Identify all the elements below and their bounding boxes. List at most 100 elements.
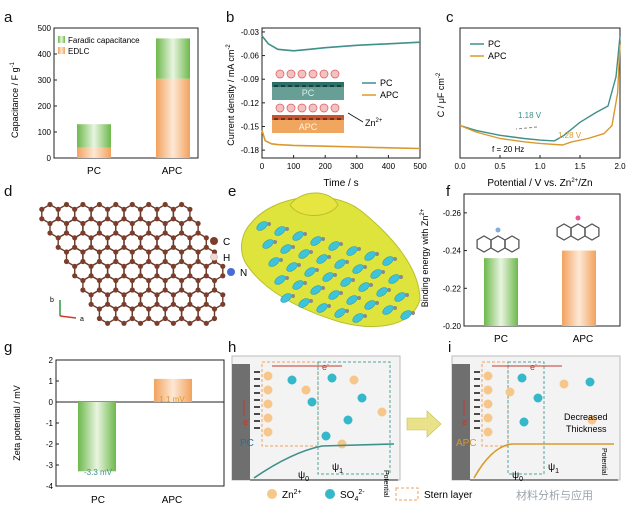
density-cyan (316, 303, 328, 313)
molecule-ring (476, 235, 492, 253)
panel-c-anno-pc: 1.18 V (518, 111, 542, 120)
panel-f-ytick-label: -0.26 (443, 209, 462, 218)
panel-h-label: h (228, 339, 236, 356)
panel-f-ticks: -0.26 -0.24 -0.22 -0.20 (443, 209, 467, 331)
density-atom (351, 278, 355, 282)
carbon-atom (179, 230, 185, 236)
panel-a-ytick-label: 100 (38, 128, 52, 137)
lattice-ring (98, 303, 117, 325)
lattice-ring (131, 303, 150, 325)
carbon-atom (187, 320, 193, 326)
diffuse-layer (317, 361, 391, 475)
carbon-atom (187, 244, 193, 250)
density-atom (393, 306, 397, 310)
panel-i-scheme (451, 355, 621, 481)
panel-c-xtick-label: 2.0 (614, 162, 626, 171)
zn-ion (263, 371, 273, 381)
molecule-ring (504, 235, 520, 253)
panel-g-ytick-label: 1 (49, 377, 54, 386)
density-cyan (358, 282, 370, 292)
carbon-atom (170, 235, 176, 241)
so4-ion (517, 373, 527, 383)
density-atom (393, 257, 397, 261)
carbon-atom (146, 230, 152, 236)
carbon-atom (162, 201, 168, 208)
panel-b-inset: PC APC Zn2+ (272, 69, 383, 133)
density-atom (363, 265, 367, 269)
density-cyan (352, 264, 364, 274)
carbon-atom (129, 315, 135, 322)
inset-zn-ion (286, 69, 296, 79)
density-cyan (400, 310, 412, 320)
bar-binding-apc (562, 250, 596, 326)
panel-b-axes (261, 27, 421, 159)
density-cyan (280, 244, 292, 254)
panel-c-freq: f = 20 Hz (492, 145, 524, 154)
inset-zn-ion (308, 69, 318, 79)
molecule-ring (490, 235, 506, 253)
zn-ion (263, 427, 273, 437)
density-cyan (382, 256, 394, 266)
carbon-atom (179, 201, 185, 208)
panel-c-xtick-label: 0.0 (454, 162, 466, 171)
carbon-atom (154, 263, 160, 269)
carbon-atom (80, 249, 86, 255)
panel-b-xlabel: Time / s (323, 178, 358, 189)
panel-i-note1: Decreased (564, 412, 608, 422)
carbon-atom (72, 216, 78, 222)
carbon-atom (96, 249, 102, 255)
panel-c-xtick-label: 1.5 (574, 162, 586, 171)
carbon-atom (113, 287, 119, 293)
density-atom (315, 268, 319, 272)
zn-ion (587, 415, 597, 425)
panel-g-apc-value: 1.1 mV (159, 395, 185, 404)
panel-i-label: i (448, 339, 451, 356)
zn-ion (559, 379, 569, 389)
axis-a-label: a (80, 316, 84, 323)
density-atom (399, 275, 403, 279)
panel-g-pc-value: -3.3 mV (84, 468, 113, 477)
panel-c-ticks: 0.0 0.5 1.0 1.5 2.0 (454, 155, 626, 171)
panel-f-cat-apc: APC (573, 334, 594, 345)
carbon-atom (137, 273, 144, 279)
panel-a-ylabel: Capacitance / F g-1 (10, 61, 20, 138)
carbon-atom (162, 230, 168, 236)
molecule-ring (570, 223, 586, 241)
carbon-atom (211, 277, 218, 284)
carbon-atom (88, 263, 94, 269)
carbon-atom (162, 287, 168, 293)
lattice-ring (115, 303, 133, 325)
panel-c-lines (459, 36, 621, 146)
series-line-pc (459, 36, 621, 142)
carbon-atom (203, 263, 209, 269)
carbon-atom (80, 258, 86, 265)
legend-c-apc: APC (488, 51, 507, 61)
panel-i-electron: e- (530, 362, 537, 372)
carbon-atom (170, 301, 176, 307)
carbon-atom (187, 235, 193, 241)
panel-f-molecules (476, 215, 600, 253)
bar-zeta-pc (78, 402, 116, 472)
inset-zn-label: Zn2+ (365, 118, 383, 128)
carbon-atom (39, 206, 45, 212)
carbon-atom (146, 201, 152, 208)
carbon-atom (179, 277, 185, 284)
electrode (452, 364, 470, 480)
so4-ion (287, 375, 297, 385)
carbon-atom (129, 220, 135, 227)
carbon-atom (63, 201, 70, 208)
carbon-atom (105, 244, 111, 250)
legend-stern-label: Stern layer (424, 490, 473, 501)
carbon-atom (80, 220, 86, 227)
carbon-atom (113, 315, 119, 322)
carbon-atom (203, 301, 209, 307)
series-line-pc (261, 35, 421, 52)
panel-h-psi0: ψ0 (298, 470, 309, 483)
lattice-ring (197, 303, 216, 325)
carbon-atom (80, 230, 86, 236)
panel-b-ticks: -0.03 -0.06 -0.09 -0.12 -0.15 -0.180 100 200 300… (241, 28, 427, 171)
panel-g-ytick-label: -4 (46, 482, 54, 491)
carbon-atom (121, 320, 127, 326)
density-cyan (328, 241, 340, 251)
lattice-ring (180, 303, 199, 325)
